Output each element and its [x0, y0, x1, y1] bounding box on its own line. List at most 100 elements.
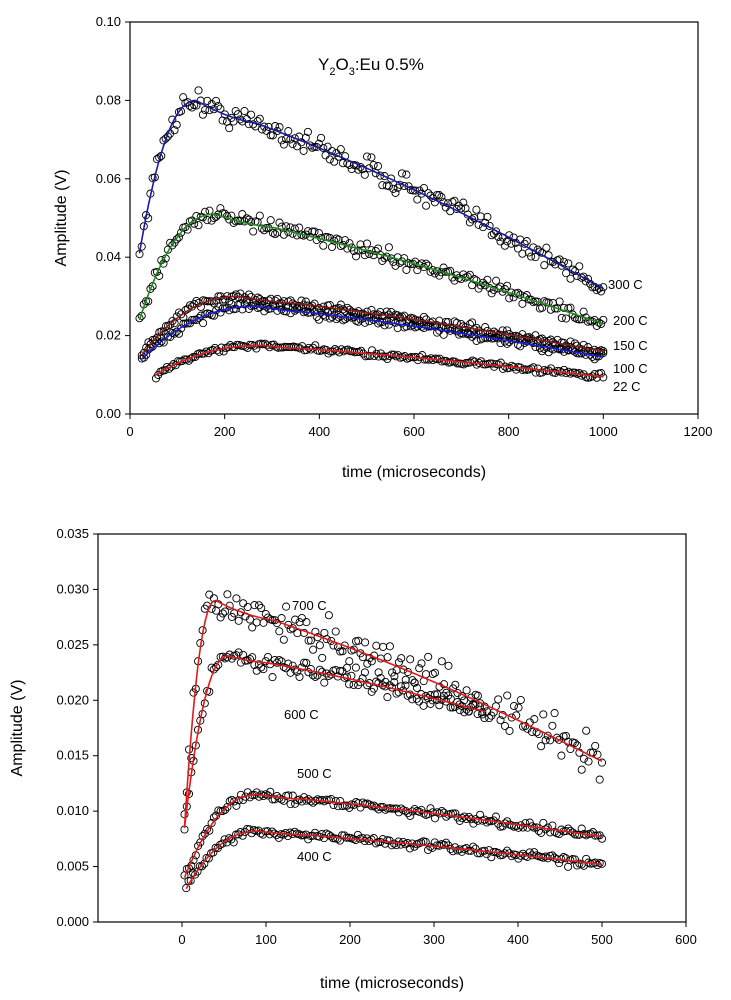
bottom-x-tick-label: 200 — [339, 932, 361, 947]
bottom-data-point — [437, 657, 446, 666]
top-data-point — [266, 294, 275, 303]
top-data-point — [551, 340, 560, 349]
bottom-data-point — [521, 819, 530, 828]
bottom-data-point — [205, 590, 214, 599]
top-x-ticks: 0 200 400 600 800 1000 1200 — [126, 414, 712, 439]
top-data-point — [310, 227, 319, 236]
bottom-data-point — [385, 642, 394, 651]
top-data-point — [257, 224, 267, 233]
bottom-data-point — [306, 636, 315, 645]
top-data-point — [238, 210, 247, 219]
bottom-data-point — [401, 675, 410, 684]
bottom-data-point — [462, 686, 471, 695]
bottom-data-point — [311, 672, 320, 681]
bottom-data-point — [397, 654, 406, 663]
bottom-data-point — [349, 680, 358, 689]
top-data-point — [144, 297, 153, 306]
bottom-x-tick-label: 600 — [675, 932, 697, 947]
top-data-point — [411, 186, 420, 195]
bottom-data-point — [469, 819, 478, 828]
top-data-point — [337, 345, 346, 354]
top-data-point — [389, 184, 398, 193]
top-data-point — [424, 261, 433, 270]
bottom-data-point — [261, 657, 270, 666]
bottom-x-tick-label: 400 — [507, 932, 529, 947]
bottom-data-point — [412, 683, 422, 692]
top-data-point — [579, 307, 588, 316]
top-fit-line-150-c — [141, 295, 604, 356]
bottom-data-point — [433, 808, 442, 817]
bottom-data-point — [367, 657, 376, 666]
top-data-point — [170, 126, 179, 135]
bottom-data-point — [239, 650, 248, 659]
bottom-data-point — [546, 736, 555, 745]
bottom-data-point — [216, 807, 225, 816]
top-data-point — [544, 348, 553, 357]
top-data-point — [172, 235, 181, 244]
top-data-point — [192, 315, 201, 325]
top-data-point — [310, 299, 319, 308]
top-data-point — [214, 101, 223, 111]
top-data-point — [465, 270, 474, 279]
top-data-point — [233, 110, 242, 119]
top-data-point — [187, 103, 197, 112]
bottom-data-point — [442, 838, 451, 847]
top-data-point — [362, 152, 372, 161]
bottom-data-point — [345, 680, 354, 689]
top-data-point — [192, 296, 201, 305]
top-data-point — [238, 305, 247, 314]
bottom-data-point — [374, 679, 383, 688]
bottom-data-point — [322, 635, 331, 644]
bottom-data-point — [229, 838, 238, 847]
bottom-data-point — [272, 658, 282, 667]
top-x-tick-label: 0 — [126, 424, 133, 439]
top-data-point — [139, 353, 149, 362]
bottom-label-700c: 700 C — [292, 598, 327, 613]
bottom-chart: 0 100 200 300 400 500 600 0.000 0.005 0.010 0.015… — [9, 526, 697, 992]
top-y-tick-label: 0.00 — [96, 406, 121, 421]
top-data-point — [435, 316, 444, 325]
top-chart-points — [135, 86, 608, 383]
bottom-data-point — [361, 638, 370, 647]
bottom-data-point — [288, 661, 297, 670]
top-data-point — [279, 230, 288, 239]
bottom-data-point — [494, 695, 503, 704]
bottom-data-point — [444, 661, 453, 670]
top-y-tick-label: 0.10 — [96, 14, 121, 29]
top-data-point — [555, 297, 564, 306]
bottom-x-tick-label: 300 — [423, 932, 445, 947]
bottom-data-point — [197, 862, 207, 871]
top-data-point — [284, 127, 293, 136]
top-data-point — [468, 332, 477, 341]
bottom-data-point — [295, 672, 304, 681]
top-data-point — [483, 212, 492, 221]
bottom-data-point — [507, 713, 516, 722]
bottom-data-point — [539, 710, 548, 719]
bottom-data-point — [476, 810, 485, 819]
bottom-data-point — [516, 695, 525, 705]
top-data-point — [330, 157, 339, 166]
top-y-tick-label: 0.04 — [96, 249, 121, 264]
top-data-point — [157, 337, 166, 346]
bottom-data-point — [302, 618, 311, 627]
bottom-data-point — [557, 751, 566, 760]
top-y-axis-label: Amplitude (V) — [53, 170, 70, 267]
top-data-point — [179, 93, 188, 102]
top-data-point — [352, 309, 361, 318]
bottom-data-point — [487, 853, 496, 862]
bottom-data-point — [232, 594, 241, 603]
top-x-tick-label: 1000 — [589, 424, 618, 439]
top-data-point — [266, 216, 275, 225]
top-data-point — [360, 251, 369, 260]
top-label-22c: 22 C — [613, 379, 640, 394]
bottom-data-point — [435, 701, 444, 710]
top-data-point — [413, 195, 422, 204]
top-data-point — [476, 212, 485, 221]
bottom-data-point — [207, 819, 216, 828]
top-data-point — [275, 218, 284, 227]
bottom-data-point — [424, 652, 433, 661]
top-data-point — [176, 228, 186, 237]
top-data-point — [559, 257, 568, 266]
bottom-x-tick-label: 0 — [178, 932, 185, 947]
bottom-data-point — [442, 688, 451, 697]
